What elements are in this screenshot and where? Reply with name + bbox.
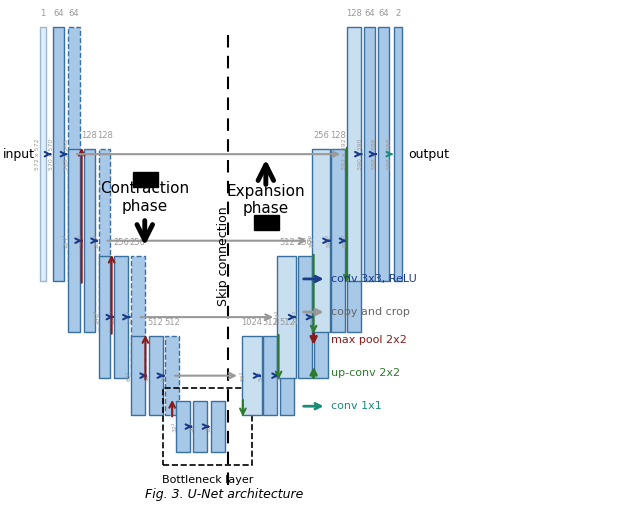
Text: 512: 512 [148, 318, 163, 327]
FancyBboxPatch shape [211, 401, 225, 452]
Text: 1: 1 [40, 9, 45, 18]
FancyBboxPatch shape [131, 256, 145, 378]
Text: 512: 512 [262, 318, 278, 327]
Text: 512: 512 [164, 318, 180, 327]
Text: 200²: 200² [310, 233, 315, 248]
FancyBboxPatch shape [68, 27, 80, 282]
FancyBboxPatch shape [133, 173, 157, 187]
Text: 256: 256 [130, 238, 146, 247]
Text: 140²: 140² [95, 310, 99, 324]
Text: output: output [408, 147, 449, 161]
FancyBboxPatch shape [312, 149, 330, 332]
FancyBboxPatch shape [277, 256, 296, 378]
Text: 64: 64 [378, 9, 389, 18]
Text: 128: 128 [81, 131, 97, 140]
Text: 104²: 104² [275, 310, 280, 324]
Text: 512: 512 [279, 238, 295, 247]
FancyBboxPatch shape [114, 256, 128, 378]
Text: up-conv 2x2: up-conv 2x2 [332, 368, 401, 378]
FancyBboxPatch shape [347, 27, 361, 282]
Text: 282²: 282² [79, 233, 84, 248]
Text: 68²: 68² [127, 371, 132, 381]
Text: 388 x 388: 388 x 388 [387, 139, 392, 170]
FancyBboxPatch shape [40, 27, 46, 282]
Text: 100²: 100² [310, 310, 316, 324]
FancyBboxPatch shape [148, 336, 163, 415]
Text: 54²: 54² [259, 371, 264, 381]
Text: 512: 512 [279, 318, 295, 327]
FancyBboxPatch shape [298, 256, 312, 378]
Text: Contraction
phase: Contraction phase [100, 181, 189, 214]
Text: 28²: 28² [207, 421, 212, 432]
FancyBboxPatch shape [347, 149, 361, 332]
Text: 196²: 196² [342, 233, 348, 248]
FancyBboxPatch shape [131, 336, 145, 415]
FancyBboxPatch shape [68, 149, 80, 332]
FancyBboxPatch shape [99, 256, 110, 378]
Text: 128: 128 [97, 131, 113, 140]
FancyBboxPatch shape [378, 27, 390, 282]
FancyBboxPatch shape [314, 256, 328, 378]
Text: 128: 128 [330, 131, 346, 140]
Text: max pool 2x2: max pool 2x2 [332, 335, 407, 345]
Text: 64: 64 [68, 9, 79, 18]
Text: Fig. 3. U-Net architecture: Fig. 3. U-Net architecture [145, 488, 303, 501]
FancyBboxPatch shape [242, 336, 262, 415]
Text: conv 1x1: conv 1x1 [332, 401, 382, 411]
Text: 1024: 1024 [241, 318, 262, 327]
Text: Skip connection: Skip connection [217, 206, 230, 306]
FancyBboxPatch shape [254, 215, 278, 229]
Text: 128: 128 [346, 9, 362, 18]
Text: 64: 64 [364, 9, 375, 18]
Text: 256: 256 [297, 238, 313, 247]
Text: 64²: 64² [161, 371, 166, 381]
FancyBboxPatch shape [280, 336, 294, 415]
Text: input: input [3, 147, 35, 161]
Text: 572 x 572: 572 x 572 [35, 138, 40, 170]
Text: 138²: 138² [111, 310, 115, 324]
Text: 66²: 66² [145, 371, 150, 381]
FancyBboxPatch shape [84, 149, 95, 332]
Text: 256: 256 [113, 238, 129, 247]
Text: 390 x 390: 390 x 390 [358, 138, 363, 170]
Text: 52²: 52² [276, 371, 281, 381]
FancyBboxPatch shape [176, 401, 190, 452]
Text: 32²: 32² [172, 421, 177, 432]
Text: 102²: 102² [293, 310, 298, 324]
Text: copy and crop: copy and crop [332, 307, 410, 317]
FancyBboxPatch shape [394, 27, 401, 282]
Text: Bottleneck layer: Bottleneck layer [161, 475, 253, 485]
Text: conv 3x3, ReLU: conv 3x3, ReLU [332, 274, 417, 284]
Text: 256: 256 [314, 131, 329, 140]
FancyBboxPatch shape [263, 336, 277, 415]
Text: 284²: 284² [64, 233, 69, 248]
FancyBboxPatch shape [364, 27, 376, 282]
Text: 198²: 198² [326, 233, 332, 248]
Text: 570 x 570: 570 x 570 [49, 139, 54, 170]
FancyBboxPatch shape [165, 336, 179, 415]
Text: 388 x 388: 388 x 388 [372, 139, 378, 170]
Text: 64: 64 [53, 9, 64, 18]
Text: 136²: 136² [127, 310, 132, 324]
FancyBboxPatch shape [53, 27, 65, 282]
Text: 56²: 56² [241, 371, 245, 381]
Text: 568 x 568: 568 x 568 [64, 139, 69, 169]
FancyBboxPatch shape [99, 149, 110, 332]
Text: 2: 2 [395, 9, 401, 18]
Text: 280²: 280² [95, 233, 99, 248]
Text: 30²: 30² [189, 421, 195, 432]
Text: Expansion
phase: Expansion phase [227, 184, 305, 216]
FancyBboxPatch shape [193, 401, 207, 452]
FancyBboxPatch shape [331, 149, 345, 332]
Text: 392 x 392: 392 x 392 [342, 138, 348, 170]
